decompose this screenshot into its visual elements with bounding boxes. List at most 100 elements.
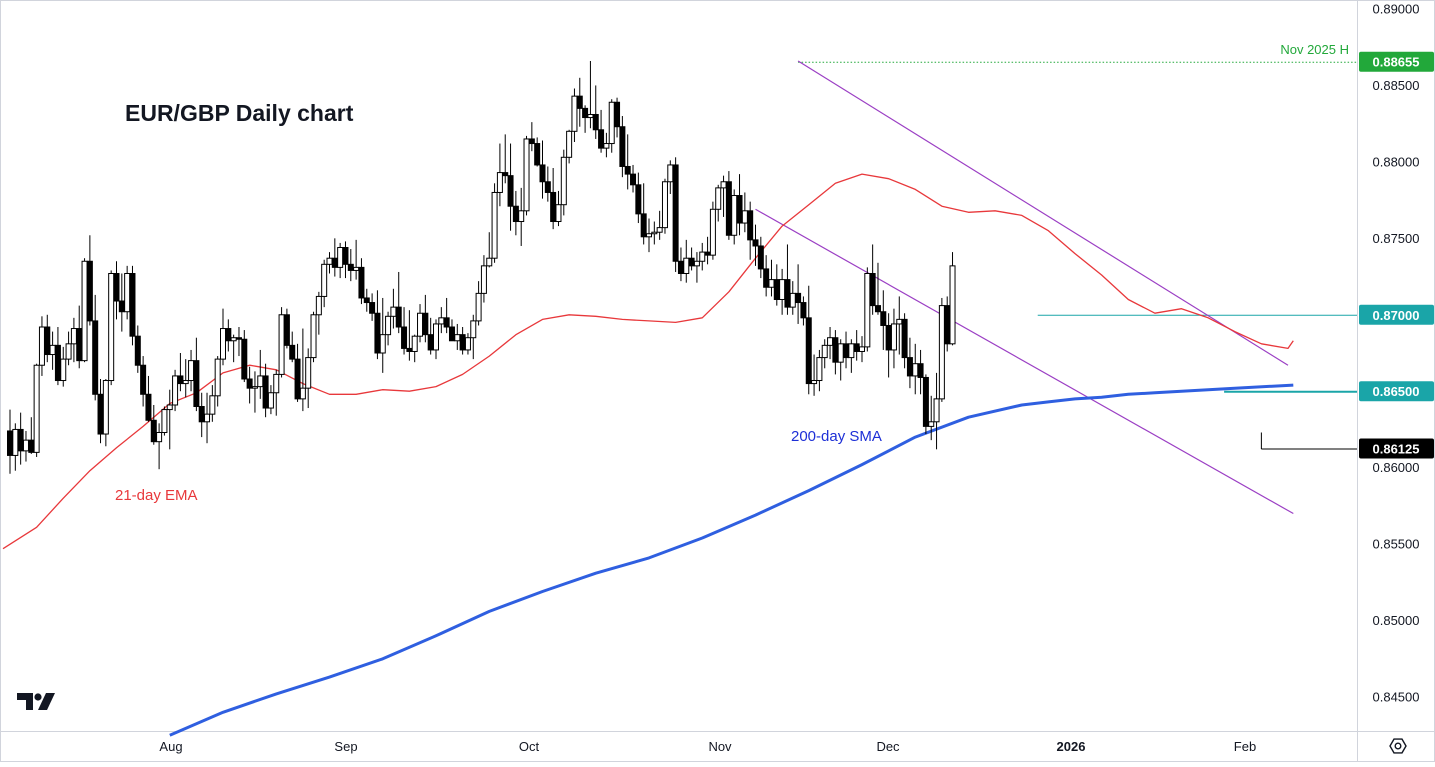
candle-body-up xyxy=(821,344,828,359)
price-label: 0.87000 xyxy=(1359,304,1434,325)
candle-body-up xyxy=(720,181,727,189)
logo-mark-right xyxy=(38,693,55,710)
candle-body-up xyxy=(949,265,956,345)
candle xyxy=(145,375,152,422)
candle-body-down xyxy=(374,312,381,354)
candle xyxy=(124,265,131,320)
candle-body-down xyxy=(7,430,13,456)
candle xyxy=(283,308,290,349)
candle xyxy=(582,105,589,133)
candle-body-down xyxy=(28,439,35,453)
candle-body-down xyxy=(342,247,349,265)
y-tick-label: 0.89000 xyxy=(1373,2,1420,17)
candle-body-up xyxy=(486,257,493,267)
candle xyxy=(811,354,818,396)
candle-body-down xyxy=(550,191,557,223)
candle-body-up xyxy=(379,334,386,354)
candle xyxy=(182,359,189,398)
candle-body-up xyxy=(257,375,264,388)
candle xyxy=(214,356,221,407)
candle-body-up xyxy=(667,164,674,183)
candle xyxy=(619,116,626,178)
candle-body-up xyxy=(166,404,173,411)
candle-body-down xyxy=(459,334,466,351)
candle-body-up xyxy=(470,320,477,339)
candle xyxy=(33,363,40,457)
candle xyxy=(262,363,269,418)
price-label: 0.86500 xyxy=(1359,381,1434,402)
candle-body-down xyxy=(427,334,434,351)
channel-trendline[interactable] xyxy=(797,60,1289,366)
gear-center xyxy=(1394,742,1402,750)
price-label-bg xyxy=(1359,304,1434,325)
price-label: 0.86125 xyxy=(1359,438,1434,459)
candle xyxy=(805,285,812,395)
candle xyxy=(640,183,647,245)
candle xyxy=(315,291,322,335)
candle-body-down xyxy=(150,419,157,443)
tradingview-logo[interactable] xyxy=(17,693,55,710)
candle-body-down xyxy=(129,272,136,337)
time-axis[interactable]: Aug Sep Oct Nov Dec 2026 Feb xyxy=(159,739,1256,754)
candle xyxy=(310,311,317,363)
candle xyxy=(102,378,109,447)
candle xyxy=(901,313,908,369)
candle-body-down xyxy=(512,205,519,223)
candle xyxy=(566,129,573,164)
candle-body-down xyxy=(880,311,887,326)
candle xyxy=(874,262,881,315)
candle xyxy=(592,85,599,139)
candle-body-down xyxy=(704,251,711,256)
candle xyxy=(422,294,429,343)
candle-body-up xyxy=(731,195,738,236)
candle-body-up xyxy=(230,337,237,342)
candle xyxy=(225,319,232,352)
y-tick-label: 0.87500 xyxy=(1373,231,1420,246)
candle xyxy=(235,327,242,357)
candle-body-up xyxy=(587,113,594,119)
candle xyxy=(635,172,642,224)
candle-body-down xyxy=(241,338,248,380)
candle xyxy=(363,288,370,312)
candle xyxy=(949,252,956,346)
candle-body-up xyxy=(661,181,668,229)
y-tick-label: 0.85000 xyxy=(1373,613,1420,628)
candle-body-up xyxy=(102,380,109,435)
candle xyxy=(395,271,402,334)
candle-body-up xyxy=(646,233,652,238)
candle xyxy=(933,372,940,450)
candle-body-down xyxy=(747,210,754,241)
candle-body-up xyxy=(70,328,77,345)
candle-body-down xyxy=(422,312,429,336)
candle xyxy=(129,265,136,346)
candle xyxy=(44,314,51,363)
candle xyxy=(92,294,99,401)
candle-body-down xyxy=(614,101,621,128)
candle-body-down xyxy=(544,181,551,193)
candle-body-down xyxy=(502,172,509,177)
candle xyxy=(475,281,482,326)
gear-icon[interactable] xyxy=(1389,738,1407,754)
channel-trendline[interactable] xyxy=(755,208,1294,515)
candle xyxy=(305,348,312,409)
candle-body-down xyxy=(283,314,290,346)
candle-body-up xyxy=(768,279,775,288)
candle-body-up xyxy=(709,208,716,256)
candle xyxy=(534,137,541,167)
candle xyxy=(709,201,716,260)
candle-body-up xyxy=(267,392,274,409)
logo-mark-left xyxy=(17,693,33,710)
x-tick-label: Sep xyxy=(334,739,357,754)
candle xyxy=(278,307,285,378)
candle xyxy=(166,389,173,450)
candle-body-down xyxy=(406,347,413,352)
candle-body-up xyxy=(912,363,919,377)
candle xyxy=(480,255,487,303)
candle xyxy=(172,369,179,412)
candle-body-down xyxy=(619,126,626,167)
candle-body-up xyxy=(859,346,865,352)
candle-body-up xyxy=(699,251,706,262)
candle xyxy=(470,314,477,360)
candle-body-up xyxy=(33,364,40,453)
candle-body-up xyxy=(656,227,663,233)
